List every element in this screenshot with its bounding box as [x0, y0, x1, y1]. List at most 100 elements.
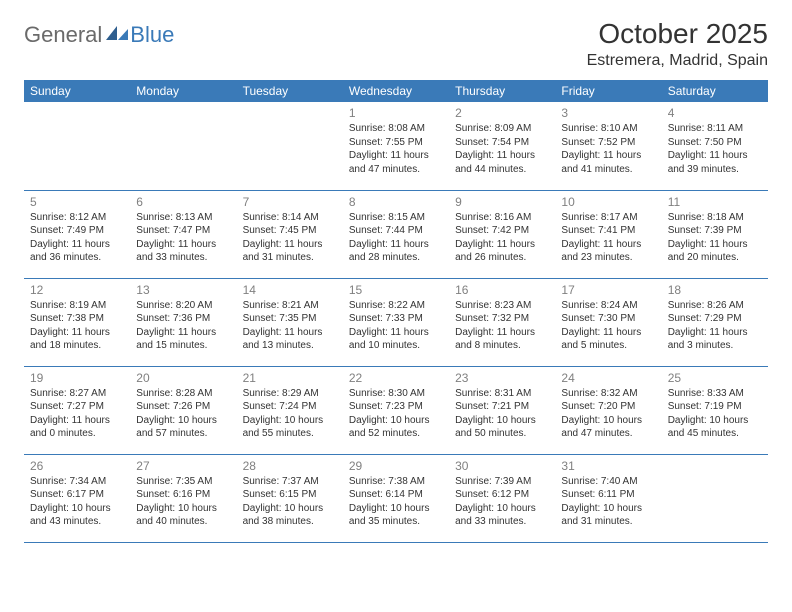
weekday-header: Saturday	[662, 80, 768, 102]
calendar-row: 26Sunrise: 7:34 AMSunset: 6:17 PMDayligh…	[24, 454, 768, 542]
location-label: Estremera, Madrid, Spain	[587, 52, 768, 70]
sunset-text: Sunset: 7:50 PM	[668, 136, 762, 150]
sunrise-text: Sunrise: 8:32 AM	[561, 387, 655, 401]
daylight-text: Daylight: 10 hours and 31 minutes.	[561, 502, 655, 529]
daylight-text: Daylight: 11 hours and 10 minutes.	[349, 326, 443, 353]
daylight-text: Daylight: 11 hours and 39 minutes.	[668, 149, 762, 176]
day-info: Sunrise: 8:12 AMSunset: 7:49 PMDaylight:…	[30, 211, 124, 265]
sunset-text: Sunset: 7:45 PM	[243, 224, 337, 238]
daylight-text: Daylight: 11 hours and 47 minutes.	[349, 149, 443, 176]
calendar-cell: 15 Sunrise: 8:22 AMSunset: 7:33 PMDayligh…	[343, 278, 449, 366]
calendar-cell: 7Sunrise: 8:14 AMSunset: 7:45 PMDaylight…	[237, 190, 343, 278]
daylight-text: Daylight: 10 hours and 40 minutes.	[136, 502, 230, 529]
day-info: Sunrise: 8:18 AMSunset: 7:39 PMDaylight:…	[668, 211, 762, 265]
calendar-cell	[662, 454, 768, 542]
daylight-text: Daylight: 10 hours and 45 minutes.	[668, 414, 762, 441]
sunrise-text: Sunrise: 8:18 AM	[668, 211, 762, 225]
sunrise-text: Sunrise: 8:22 AM	[349, 299, 443, 313]
sunrise-text: Sunrise: 7:34 AM	[30, 475, 124, 489]
day-info: Sunrise: 8:21 AMSunset: 7:35 PMDaylight:…	[243, 299, 337, 353]
day-number: 23	[455, 371, 549, 385]
day-number: 12	[30, 283, 124, 297]
sunset-text: Sunset: 7:19 PM	[668, 400, 762, 414]
sunset-text: Sunset: 7:54 PM	[455, 136, 549, 150]
calendar-cell: 20Sunrise: 8:28 AMSunset: 7:26 PMDayligh…	[130, 366, 236, 454]
calendar-cell: 10Sunrise: 8:17 AMSunset: 7:41 PMDayligh…	[555, 190, 661, 278]
sunrise-text: Sunrise: 8:09 AM	[455, 122, 549, 136]
day-info: Sunrise: 8:17 AMSunset: 7:41 PMDaylight:…	[561, 211, 655, 265]
sunset-text: Sunset: 7:44 PM	[349, 224, 443, 238]
page-title: October 2025	[587, 18, 768, 50]
day-info: Sunrise: 8:27 AMSunset: 7:27 PMDaylight:…	[30, 387, 124, 441]
sunset-text: Sunset: 6:12 PM	[455, 488, 549, 502]
day-number: 5	[30, 195, 124, 209]
daylight-text: Daylight: 11 hours and 20 minutes.	[668, 238, 762, 265]
day-number: 15	[349, 283, 443, 297]
sunrise-text: Sunrise: 8:33 AM	[668, 387, 762, 401]
daylight-text: Daylight: 10 hours and 57 minutes.	[136, 414, 230, 441]
sunrise-text: Sunrise: 7:40 AM	[561, 475, 655, 489]
day-info: Sunrise: 8:19 AMSunset: 7:38 PMDaylight:…	[30, 299, 124, 353]
day-number: 1	[349, 106, 443, 120]
calendar-cell: 25Sunrise: 8:33 AMSunset: 7:19 PMDayligh…	[662, 366, 768, 454]
day-info: Sunrise: 8:09 AMSunset: 7:54 PMDaylight:…	[455, 122, 549, 176]
calendar-cell: 4Sunrise: 8:11 AMSunset: 7:50 PMDaylight…	[662, 102, 768, 190]
day-number: 22	[349, 371, 443, 385]
calendar-row: 19Sunrise: 8:27 AMSunset: 7:27 PMDayligh…	[24, 366, 768, 454]
day-info: Sunrise: 8:32 AMSunset: 7:20 PMDaylight:…	[561, 387, 655, 441]
daylight-text: Daylight: 11 hours and 41 minutes.	[561, 149, 655, 176]
calendar-cell: 6Sunrise: 8:13 AMSunset: 7:47 PMDaylight…	[130, 190, 236, 278]
day-number: 7	[243, 195, 337, 209]
sunset-text: Sunset: 6:16 PM	[136, 488, 230, 502]
calendar-cell: 1 Sunrise: 8:08 AMSunset: 7:55 PMDaylight…	[343, 102, 449, 190]
day-info: Sunrise: 8:16 AMSunset: 7:42 PMDaylight:…	[455, 211, 549, 265]
daylight-text: Daylight: 11 hours and 33 minutes.	[136, 238, 230, 265]
day-info: Sunrise: 8:20 AMSunset: 7:36 PMDaylight:…	[136, 299, 230, 353]
sunset-text: Sunset: 7:33 PM	[349, 312, 443, 326]
day-info: Sunrise: 8:29 AMSunset: 7:24 PMDaylight:…	[243, 387, 337, 441]
sunset-text: Sunset: 7:23 PM	[349, 400, 443, 414]
sunset-text: Sunset: 7:20 PM	[561, 400, 655, 414]
day-info: Sunrise: 8:24 AMSunset: 7:30 PMDaylight:…	[561, 299, 655, 353]
day-number: 2	[455, 106, 549, 120]
weekday-header: Thursday	[449, 80, 555, 102]
calendar-cell: 23 Sunrise: 8:31 AMSunset: 7:21 PMDayligh…	[449, 366, 555, 454]
calendar-row: 12 Sunrise: 8:19 AMSunset: 7:38 PMDayligh…	[24, 278, 768, 366]
day-number: 31	[561, 459, 655, 473]
calendar-cell: 12 Sunrise: 8:19 AMSunset: 7:38 PMDayligh…	[24, 278, 130, 366]
calendar-cell: 29Sunrise: 7:38 AMSunset: 6:14 PMDayligh…	[343, 454, 449, 542]
daylight-text: Daylight: 11 hours and 0 minutes.	[30, 414, 124, 441]
day-info: Sunrise: 8:31 AMSunset: 7:21 PMDaylight:…	[455, 387, 549, 441]
day-info: Sunrise: 7:39 AMSunset: 6:12 PMDaylight:…	[455, 475, 549, 529]
sunset-text: Sunset: 7:26 PM	[136, 400, 230, 414]
day-number: 27	[136, 459, 230, 473]
sunset-text: Sunset: 7:29 PM	[668, 312, 762, 326]
sunrise-text: Sunrise: 8:14 AM	[243, 211, 337, 225]
sunset-text: Sunset: 7:49 PM	[30, 224, 124, 238]
day-info: Sunrise: 8:11 AMSunset: 7:50 PMDaylight:…	[668, 122, 762, 176]
logo-text-blue: Blue	[130, 22, 174, 48]
day-info: Sunrise: 7:35 AMSunset: 6:16 PMDaylight:…	[136, 475, 230, 529]
daylight-text: Daylight: 11 hours and 15 minutes.	[136, 326, 230, 353]
daylight-text: Daylight: 10 hours and 38 minutes.	[243, 502, 337, 529]
sunrise-text: Sunrise: 8:21 AM	[243, 299, 337, 313]
sunrise-text: Sunrise: 8:23 AM	[455, 299, 549, 313]
sunset-text: Sunset: 6:11 PM	[561, 488, 655, 502]
weekday-header: Sunday	[24, 80, 130, 102]
calendar-cell	[24, 102, 130, 190]
day-info: Sunrise: 7:37 AMSunset: 6:15 PMDaylight:…	[243, 475, 337, 529]
calendar-cell: 26Sunrise: 7:34 AMSunset: 6:17 PMDayligh…	[24, 454, 130, 542]
daylight-text: Daylight: 10 hours and 43 minutes.	[30, 502, 124, 529]
sunrise-text: Sunrise: 8:08 AM	[349, 122, 443, 136]
daylight-text: Daylight: 11 hours and 5 minutes.	[561, 326, 655, 353]
weekday-header-row: Sunday Monday Tuesday Wednesday Thursday…	[24, 80, 768, 102]
sunrise-text: Sunrise: 8:10 AM	[561, 122, 655, 136]
day-info: Sunrise: 8:08 AMSunset: 7:55 PMDaylight:…	[349, 122, 443, 176]
day-info: Sunrise: 8:33 AMSunset: 7:19 PMDaylight:…	[668, 387, 762, 441]
daylight-text: Daylight: 10 hours and 50 minutes.	[455, 414, 549, 441]
sunset-text: Sunset: 7:55 PM	[349, 136, 443, 150]
daylight-text: Daylight: 11 hours and 26 minutes.	[455, 238, 549, 265]
day-info: Sunrise: 8:10 AMSunset: 7:52 PMDaylight:…	[561, 122, 655, 176]
daylight-text: Daylight: 10 hours and 35 minutes.	[349, 502, 443, 529]
day-number: 3	[561, 106, 655, 120]
